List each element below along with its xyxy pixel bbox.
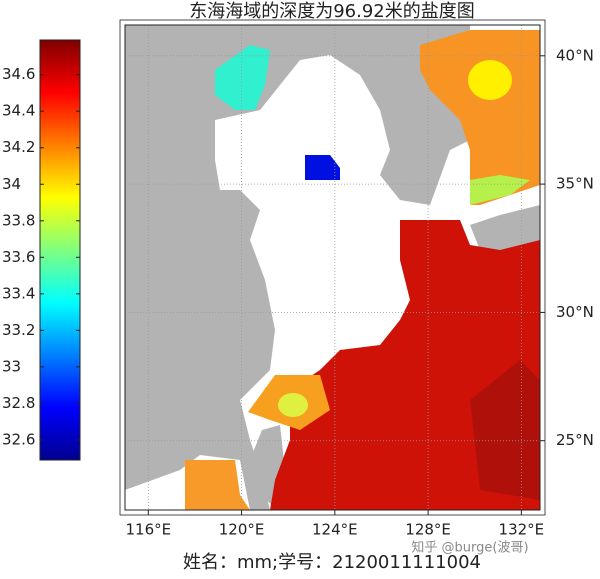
x-label: 姓名：mm;学号：2120011111004 xyxy=(183,552,481,573)
colorbar-tick-label: 34.6 xyxy=(2,65,35,83)
x-tick-label: 128°E xyxy=(405,521,451,539)
x-tick-label: 132°E xyxy=(499,521,545,539)
x-tick-label: 124°E xyxy=(312,521,358,539)
colorbar-tick-label: 33.2 xyxy=(2,321,35,339)
salinity-region xyxy=(305,155,340,180)
colorbar-tick-label: 34 xyxy=(2,175,21,193)
colorbar-tick-label: 33.6 xyxy=(2,248,35,266)
title: 东海海域的深度为96.92米的盐度图 xyxy=(189,1,475,22)
colorbar-tick-label: 34.2 xyxy=(2,138,35,156)
salinity-region xyxy=(215,45,270,110)
colorbar-tick-label: 33 xyxy=(2,357,21,375)
map-frame xyxy=(124,24,541,511)
colorbar-tick-label: 34.4 xyxy=(2,102,35,120)
salinity-region xyxy=(470,360,540,500)
salinity-region xyxy=(270,220,540,510)
map-border xyxy=(119,19,546,516)
colorbar-tick-label: 33.8 xyxy=(2,211,35,229)
colorbar-tick-label: 32.8 xyxy=(2,394,35,412)
map-area xyxy=(125,25,540,510)
salinity-region xyxy=(278,393,308,417)
colorbar-tick-label: 32.6 xyxy=(2,430,35,448)
salinity-region xyxy=(470,175,530,205)
salinity-region xyxy=(185,460,250,510)
x-tick-label: 116°E xyxy=(126,521,172,539)
colorbar-tick-label: 33.4 xyxy=(2,284,35,302)
salinity-region xyxy=(468,60,512,100)
axes: 32.6 32.8 33 33.2 33.4 33.6 33.8 34 34.2 34.4 34.6… xyxy=(2,25,594,539)
y-tick-label: 25°N xyxy=(556,431,594,449)
y-tick-label: 30°N xyxy=(556,303,594,321)
y-tick-label: 40°N xyxy=(556,46,594,64)
watermark: 知乎 @burge(波哥) xyxy=(411,540,528,556)
colorbar xyxy=(39,39,81,461)
y-tick-label: 35°N xyxy=(556,175,594,193)
x-tick-label: 120°E xyxy=(219,521,265,539)
